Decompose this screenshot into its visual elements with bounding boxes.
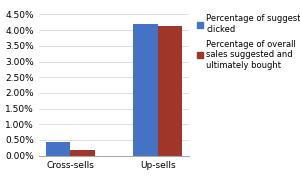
Bar <box>158 26 182 156</box>
Bar <box>70 150 95 156</box>
Legend: Percentage of suggestions
clicked, Percentage of overall
sales suggested and
ult: Percentage of suggestions clicked, Perce… <box>196 14 300 70</box>
Bar <box>46 142 70 156</box>
Bar <box>133 24 158 156</box>
